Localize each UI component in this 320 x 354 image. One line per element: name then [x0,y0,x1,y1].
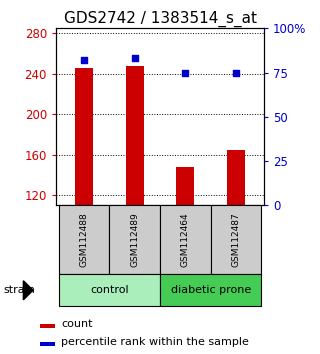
Bar [109,205,160,274]
Bar [59,205,109,274]
Text: percentile rank within the sample: percentile rank within the sample [61,337,249,347]
Bar [59,274,160,306]
Text: control: control [90,285,129,295]
Bar [177,167,194,205]
Point [81,57,86,63]
Text: strain: strain [3,285,35,295]
Text: GSM112487: GSM112487 [232,212,241,267]
Bar [160,274,261,306]
Text: GSM112488: GSM112488 [79,212,88,267]
Bar [211,205,261,274]
Bar [126,66,143,205]
Point [132,56,137,61]
Polygon shape [23,281,33,300]
Text: diabetic prone: diabetic prone [171,285,251,295]
Bar [160,205,211,274]
Text: count: count [61,319,93,329]
Bar [40,324,54,328]
Bar [75,68,93,205]
Text: GSM112489: GSM112489 [130,212,139,267]
Bar [227,150,245,205]
Text: GSM112464: GSM112464 [181,212,190,267]
Title: GDS2742 / 1383514_s_at: GDS2742 / 1383514_s_at [63,11,257,27]
Point [183,70,188,75]
Bar [40,342,54,346]
Point [234,70,239,75]
